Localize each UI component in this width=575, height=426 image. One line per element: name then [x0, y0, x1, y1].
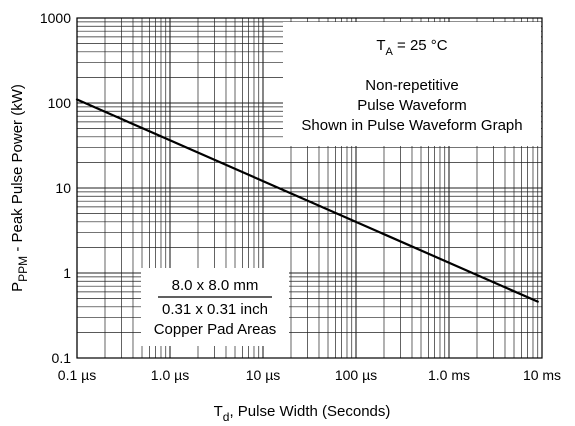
y-tick-labels: 0.1 1 10 100 1000 — [40, 10, 71, 366]
x-tick-label: 100 µs — [335, 367, 377, 383]
plot-frame — [76, 17, 543, 359]
pad-area-box: 8.0 x 8.0 mm 0.31 x 0.31 inch Copper Pad… — [141, 268, 289, 346]
x-tick-label: 10 µs — [246, 367, 281, 383]
x-tick-label: 1.0 ms — [428, 367, 470, 383]
series-group — [75, 98, 539, 303]
y-tick-label: 1000 — [40, 10, 71, 26]
x-axis-label: Td, Pulse Width (Seconds) — [214, 403, 391, 424]
conditions-line-2: Pulse Waveform — [357, 97, 466, 114]
pad-inch-label: 0.31 x 0.31 inch — [162, 301, 268, 318]
conditions-box: TA = 25 °C Non-repetitive Pulse Waveform… — [283, 22, 541, 146]
y-tick-label: 10 — [55, 180, 71, 196]
y-tick-label: 0.1 — [52, 350, 72, 366]
temperature-label: TA = 25 °C — [376, 37, 447, 58]
pad-mm-label: 8.0 x 8.0 mm — [172, 277, 259, 294]
conditions-line-1: Non-repetitive — [365, 77, 458, 94]
pad-area-label: Copper Pad Areas — [154, 321, 277, 338]
x-tick-labels: 0.1 µs 1.0 µs 10 µs 100 µs 1.0 ms 10 ms — [58, 367, 561, 383]
x-tick-label: 0.1 µs — [58, 367, 96, 383]
y-tick-label: 100 — [48, 95, 72, 111]
x-tick-label: 10 ms — [523, 367, 561, 383]
x-tick-label: 1.0 µs — [151, 367, 189, 383]
y-tick-label: 1 — [63, 265, 71, 281]
series-line-0 — [75, 98, 539, 303]
conditions-line-3: Shown in Pulse Waveform Graph — [301, 117, 522, 134]
y-axis-label: PPPM - Peak Pulse Power (kW) — [9, 84, 30, 292]
